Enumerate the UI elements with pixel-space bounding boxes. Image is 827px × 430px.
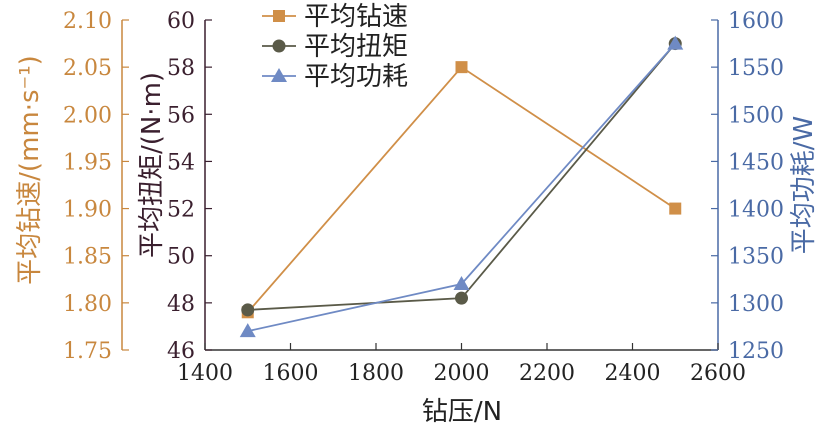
torque-tick-label: 50 — [167, 245, 195, 270]
power-tick-label: 1500 — [728, 103, 784, 128]
torque-tick-label: 46 — [167, 339, 195, 364]
power-tick-label: 1300 — [728, 292, 784, 317]
legend-marker-torque — [272, 39, 286, 53]
torque-tick-label: 54 — [167, 150, 195, 175]
speed-tick-label: 2.00 — [63, 103, 112, 128]
torque-tick-label: 48 — [167, 292, 195, 317]
torque-tick-label: 56 — [167, 103, 195, 128]
power-tick-label: 1450 — [728, 150, 784, 175]
data-point-power — [667, 35, 684, 50]
power-tick-label: 1600 — [728, 9, 784, 34]
data-point-power — [453, 276, 470, 290]
legend-marker-power — [271, 68, 287, 82]
legend-label-speed: 平均钻速 — [304, 2, 408, 32]
legend-item-speed: 平均钻速 — [262, 2, 408, 32]
x-tick-label: 1800 — [348, 361, 404, 386]
x-tick-label: 1600 — [263, 361, 319, 386]
legend-item-power: 平均功耗 — [262, 62, 408, 92]
legend-item-torque: 平均扭矩 — [262, 32, 408, 62]
speed-tick-label: 2.10 — [63, 9, 112, 34]
x-tick-label: 1400 — [177, 361, 233, 386]
x-axis-label: 钻压/N — [422, 397, 502, 427]
data-point-speed — [669, 202, 682, 215]
legend: 平均钻速 平均扭矩 平均功耗 — [262, 2, 408, 92]
data-point-torque — [241, 303, 255, 317]
power-tick-label: 1550 — [728, 56, 784, 81]
speed-tick-label: 1.85 — [63, 245, 112, 270]
speed-axis-label: 平均钻速/(mm·s⁻¹) — [15, 55, 45, 285]
torque-tick-label: 58 — [167, 56, 195, 81]
torque-tick-label: 52 — [167, 198, 195, 223]
power-tick-label: 1250 — [728, 339, 784, 364]
legend-label-torque: 平均扭矩 — [304, 32, 408, 62]
x-tick-label: 2600 — [690, 361, 746, 386]
legend-label-power: 平均功耗 — [304, 62, 408, 92]
speed-tick-label: 1.75 — [63, 339, 112, 364]
power-tick-label: 1350 — [728, 245, 784, 270]
speed-tick-label: 1.80 — [63, 292, 112, 317]
torque-axis-label: 平均扭矩/(N·m) — [137, 72, 167, 258]
power-axis-label: 平均功耗/W — [789, 116, 819, 254]
speed-tick-label: 2.05 — [63, 56, 112, 81]
series-line-speed — [247, 65, 676, 313]
data-point-torque — [455, 291, 468, 305]
speed-tick-label: 1.95 — [63, 150, 112, 175]
x-tick-label: 2000 — [434, 361, 490, 386]
x-tick-label: 2400 — [605, 361, 661, 386]
speed-tick-label: 1.90 — [63, 198, 112, 223]
x-tick-label: 2200 — [519, 361, 575, 386]
data-point-speed — [455, 61, 468, 74]
power-tick-label: 1400 — [728, 198, 784, 223]
torque-tick-label: 60 — [167, 9, 195, 34]
legend-marker-speed — [273, 10, 285, 22]
data-point-power — [239, 323, 256, 338]
